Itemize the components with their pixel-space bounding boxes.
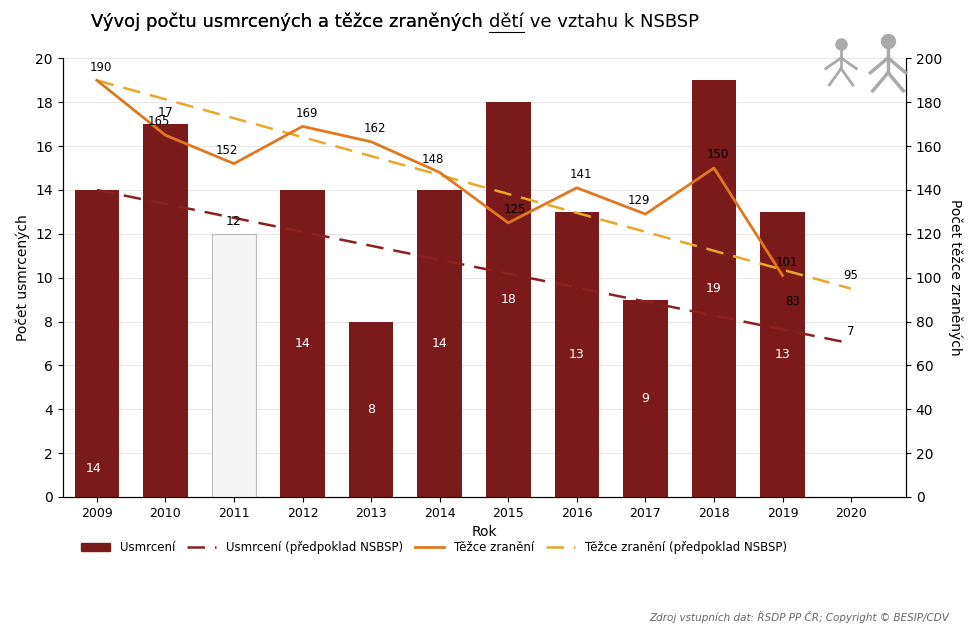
Text: 129: 129 [626,195,649,207]
Text: 162: 162 [363,122,386,135]
Text: 13: 13 [569,348,584,361]
Text: 125: 125 [503,203,526,216]
Text: 14: 14 [294,337,310,350]
Text: Vývoj počtu usmrcených a těžce zraněných: Vývoj počtu usmrcených a těžce zraněných [92,13,488,32]
Text: 18: 18 [500,293,516,306]
Text: 141: 141 [570,168,592,181]
Text: 9: 9 [641,392,649,404]
Text: 14: 14 [85,462,102,475]
Y-axis label: Počet těžce zraněných: Počet těžce zraněných [948,199,962,356]
Bar [691,80,736,497]
Bar [622,300,667,497]
X-axis label: Rok: Rok [471,525,496,539]
Text: 169: 169 [295,107,318,119]
Text: 17: 17 [157,106,173,119]
Text: 148: 148 [421,153,444,166]
Text: Zdroj vstupních dat: ŘSDP PP ČR; Copyright © BESIP/CDV: Zdroj vstupních dat: ŘSDP PP ČR; Copyrig… [648,611,948,623]
Text: 12: 12 [226,216,241,228]
Text: 165: 165 [148,116,169,128]
Bar [486,102,530,497]
Text: 152: 152 [216,144,238,157]
Text: 13: 13 [774,348,789,361]
Bar [759,212,804,497]
Bar [211,234,256,497]
Y-axis label: Počet usmrcených: Počet usmrcených [15,214,29,341]
Text: 95: 95 [843,269,858,282]
Text: 19: 19 [705,282,721,295]
Text: 7: 7 [846,325,854,338]
Text: 14: 14 [432,337,447,350]
Text: 8: 8 [366,403,375,416]
Bar [349,322,393,497]
Text: dětí: dětí [488,13,523,31]
Bar [143,125,188,497]
Text: ve vztahu k NSBSP: ve vztahu k NSBSP [523,13,698,31]
Text: 150: 150 [706,149,729,161]
Text: Vývoj počtu usmrcených a těžce zraněných: Vývoj počtu usmrcených a těžce zraněných [92,13,488,32]
Bar [74,190,119,497]
Bar [417,190,461,497]
Text: 83: 83 [785,295,799,308]
Text: 101: 101 [775,256,797,269]
Legend: Usmrcení, Usmrcení (předpoklad NSBSP), Těžce zranění, Těžce zranění (předpoklad : Usmrcení, Usmrcení (předpoklad NSBSP), T… [76,537,790,559]
Text: 190: 190 [90,61,112,73]
Bar [554,212,599,497]
Bar [280,190,324,497]
